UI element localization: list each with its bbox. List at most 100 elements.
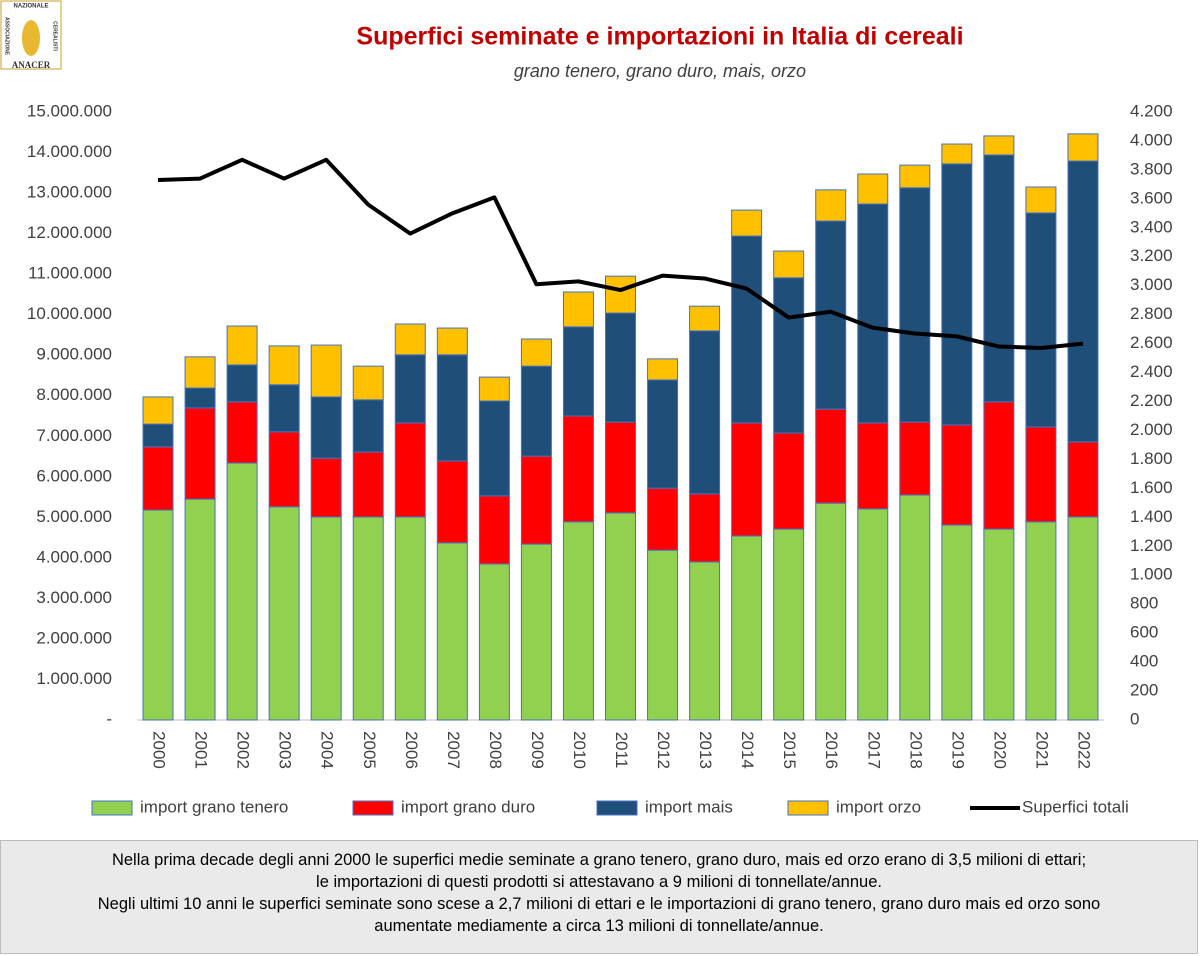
- y2-tick-label: 3.600: [1130, 188, 1173, 207]
- y-tick-label: 8.000.000: [36, 385, 112, 404]
- bar-segment: [520, 338, 552, 367]
- legend-swatch: [91, 800, 133, 816]
- bar-segment: [1067, 516, 1099, 721]
- bar-segment: [815, 408, 847, 504]
- bar-segment: [1025, 212, 1057, 428]
- y2-tick-label: 2.400: [1130, 362, 1173, 381]
- legend-swatch: [352, 800, 394, 816]
- legend-swatch: [787, 800, 829, 816]
- legend-label: import grano tenero: [140, 797, 288, 816]
- y-tick-label: 1.000.000: [36, 669, 112, 688]
- bar-segment: [647, 358, 679, 381]
- bar-segment: [436, 460, 468, 544]
- bar-segment: [562, 415, 594, 523]
- note-line: le importazioni di questi prodotti si at…: [316, 873, 882, 891]
- bar-segment: [184, 356, 216, 389]
- x-tick-label: 2008: [486, 731, 505, 769]
- bar-segment: [689, 561, 721, 721]
- y-tick-label: 12.000.000: [27, 223, 112, 242]
- bar-segment: [899, 421, 931, 496]
- logo-text: CEREALISTI: [52, 21, 58, 51]
- bar-segment: [731, 235, 763, 424]
- legend-label: import mais: [645, 797, 733, 816]
- bar-segment: [773, 432, 805, 530]
- bar-segment: [857, 508, 889, 721]
- bar-segment: [857, 203, 889, 424]
- x-tick-label: 2020: [990, 731, 1009, 769]
- y2-tick-label: 1.000: [1130, 565, 1173, 584]
- bar-segment: [941, 143, 973, 165]
- bar-segment: [142, 423, 174, 448]
- bar-segment: [352, 516, 384, 721]
- bar-segment: [184, 407, 216, 500]
- bar-segment: [815, 502, 847, 721]
- bar-segment: [436, 354, 468, 462]
- bar-segment: [941, 424, 973, 526]
- y2-tick-label: 800: [1130, 594, 1158, 613]
- bar-segment: [899, 494, 931, 721]
- x-tick-label: 2011: [612, 732, 631, 769]
- bar-segment: [394, 323, 426, 356]
- bar-segment: [520, 365, 552, 457]
- bar-segment: [731, 209, 763, 237]
- bar-segment: [268, 506, 300, 721]
- y-tick-label: 4.000.000: [36, 547, 112, 566]
- bar-segment: [689, 305, 721, 332]
- y-tick-label: 6.000.000: [36, 466, 112, 485]
- bar-segment: [436, 542, 468, 721]
- note-line: Nella prima decade degli anni 2000 le su…: [111, 851, 1087, 869]
- bar-segment: [1025, 186, 1057, 214]
- y2-tick-label: 400: [1130, 652, 1158, 671]
- y2-tick-label: 4.000: [1130, 130, 1173, 149]
- y-tick-label: 3.000.000: [36, 588, 112, 607]
- logo-name: ANACER: [12, 60, 51, 70]
- bar-segment: [773, 528, 805, 721]
- y-tick-label: -: [106, 709, 112, 728]
- bar-segment: [226, 325, 258, 366]
- bar-segment: [689, 493, 721, 563]
- bar-segment: [562, 291, 594, 328]
- bar-segment: [352, 451, 384, 518]
- bar-segment: [310, 396, 342, 459]
- x-tick-label: 2000: [150, 731, 169, 769]
- bar-segment: [142, 509, 174, 721]
- y2-tick-label: 1.400: [1130, 507, 1173, 526]
- line: [157, 157, 1084, 350]
- bar-segment: [1067, 441, 1099, 518]
- x-tick-label: 2009: [528, 731, 547, 769]
- bar-segment: [310, 457, 342, 518]
- bar-segment: [815, 189, 847, 222]
- bar-segment: [226, 364, 258, 403]
- x-tick-label: 2004: [318, 731, 337, 769]
- bar-segment: [520, 455, 552, 545]
- y-tick-label: 11.000.000: [28, 264, 112, 283]
- bar-segment: [605, 512, 636, 721]
- x-tick-label: 2016: [822, 731, 841, 769]
- logo-text: ASSOCIAZIONE: [4, 17, 10, 56]
- bar-segment: [268, 345, 300, 386]
- bar-segment: [478, 376, 510, 402]
- legend-label: import orzo: [836, 797, 921, 816]
- bar-segment: [899, 164, 931, 189]
- bar-segment: [226, 401, 258, 464]
- y-tick-label: 2.000.000: [36, 628, 112, 647]
- legend-label: Superfici totali: [1022, 797, 1129, 816]
- bar-segment: [184, 387, 216, 409]
- y2-tick-label: 1.600: [1130, 478, 1173, 497]
- y-tick-label: 9.000.000: [36, 345, 112, 364]
- y2-tick-label: 4.200: [1130, 101, 1173, 120]
- bar-segment: [142, 396, 174, 425]
- legend-label: import grano duro: [401, 797, 535, 816]
- bar-segment: [226, 462, 258, 721]
- x-tick-label: 2015: [780, 731, 799, 769]
- y-tick-label: 10.000.000: [27, 304, 112, 323]
- bar-segment: [478, 495, 510, 565]
- bar-segment: [436, 327, 468, 356]
- bar-segment: [941, 524, 973, 721]
- bar-segment: [773, 277, 805, 434]
- bar-segment: [647, 487, 679, 551]
- y2-tick-label: 3.000: [1130, 275, 1173, 294]
- logo-icon: [22, 20, 40, 56]
- note-line: Negli ultimi 10 anni le superfici semina…: [97, 895, 1101, 913]
